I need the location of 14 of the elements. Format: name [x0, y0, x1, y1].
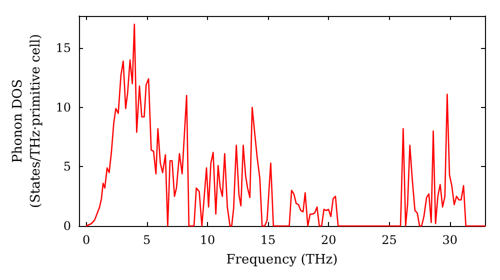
- x-tick-label: 15: [260, 233, 276, 247]
- x-tick-label: 5: [143, 233, 151, 247]
- y-tick-label: 5: [63, 160, 71, 174]
- x-tick-label: 10: [200, 233, 216, 247]
- x-tick-label: 0: [82, 233, 90, 247]
- line-series: [86, 24, 486, 227]
- x-tick-label: 20: [321, 233, 336, 247]
- y-axis-title: Phonon DOS (States/THz·primitive cell): [10, 34, 44, 208]
- x-tick-label: 30: [442, 233, 458, 247]
- y-tick-label: 15: [56, 41, 71, 56]
- y-tick-label: 0: [63, 219, 71, 233]
- x-axis-title: Frequency (THz): [226, 252, 338, 268]
- x-tick-label: 25: [382, 233, 397, 247]
- y-tick-label: 10: [56, 100, 71, 114]
